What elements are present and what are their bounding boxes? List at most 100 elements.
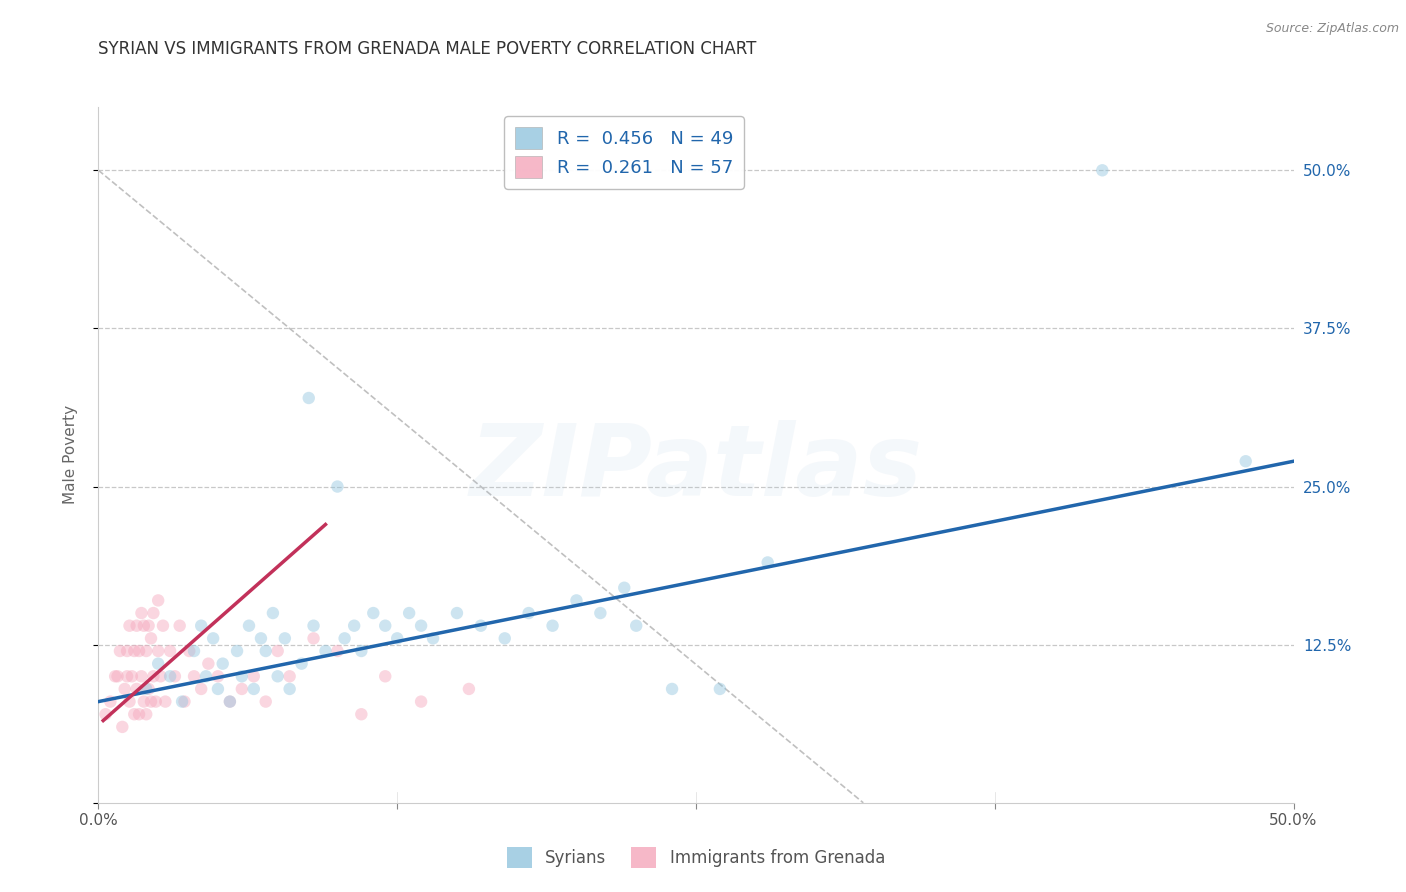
Point xyxy=(155,695,177,709)
Point xyxy=(115,644,138,658)
Point xyxy=(211,657,233,671)
Point xyxy=(148,657,170,671)
Point xyxy=(145,695,167,709)
Point xyxy=(132,695,155,709)
Point xyxy=(274,632,297,646)
Point xyxy=(231,681,253,696)
Point xyxy=(98,695,122,709)
Text: Source: ZipAtlas.com: Source: ZipAtlas.com xyxy=(1265,22,1399,36)
Y-axis label: Male Poverty: Male Poverty xyxy=(63,405,77,505)
Point xyxy=(298,391,321,405)
Point xyxy=(125,618,148,632)
Point xyxy=(219,695,242,709)
Point xyxy=(422,632,444,646)
Point xyxy=(152,618,174,632)
Point xyxy=(183,644,205,658)
Point xyxy=(661,681,683,696)
Point xyxy=(197,657,219,671)
Point xyxy=(142,606,165,620)
Point xyxy=(267,644,290,658)
Point xyxy=(148,593,170,607)
Point xyxy=(243,669,266,683)
Point xyxy=(148,644,170,658)
Point xyxy=(163,669,186,683)
Point xyxy=(374,669,396,683)
Point xyxy=(709,681,731,696)
Point xyxy=(589,606,612,620)
Point xyxy=(756,556,779,570)
Point xyxy=(613,581,636,595)
Point xyxy=(107,669,129,683)
Point xyxy=(262,606,284,620)
Point xyxy=(267,669,290,683)
Point xyxy=(411,618,433,632)
Point xyxy=(343,618,366,632)
Point xyxy=(302,632,325,646)
Point xyxy=(254,695,277,709)
Point xyxy=(458,681,481,696)
Point xyxy=(385,632,409,646)
Point xyxy=(219,695,242,709)
Point xyxy=(149,669,172,683)
Point xyxy=(231,669,253,683)
Point xyxy=(190,618,212,632)
Point xyxy=(326,479,349,493)
Point xyxy=(333,632,356,646)
Point xyxy=(363,606,385,620)
Point xyxy=(173,695,195,709)
Point xyxy=(470,618,492,632)
Point xyxy=(326,644,349,658)
Point xyxy=(159,644,181,658)
Point xyxy=(541,618,564,632)
Point xyxy=(302,618,325,632)
Point xyxy=(135,707,157,722)
Point xyxy=(202,632,225,646)
Point xyxy=(169,618,191,632)
Point xyxy=(626,618,648,632)
Point xyxy=(138,681,160,696)
Point xyxy=(128,707,150,722)
Point xyxy=(565,593,588,607)
Point xyxy=(131,669,153,683)
Point xyxy=(179,644,201,658)
Text: ZIPatlas: ZIPatlas xyxy=(470,420,922,517)
Point xyxy=(132,618,155,632)
Text: SYRIAN VS IMMIGRANTS FROM GRENADA MALE POVERTY CORRELATION CHART: SYRIAN VS IMMIGRANTS FROM GRENADA MALE P… xyxy=(98,40,756,58)
Point xyxy=(118,618,141,632)
Point xyxy=(138,618,160,632)
Point xyxy=(291,657,314,671)
Point xyxy=(172,695,194,709)
Point xyxy=(494,632,516,646)
Point xyxy=(194,669,218,683)
Point xyxy=(374,618,396,632)
Point xyxy=(142,669,165,683)
Point xyxy=(207,669,229,683)
Point xyxy=(398,606,420,620)
Point xyxy=(278,669,301,683)
Point xyxy=(94,707,117,722)
Point xyxy=(125,681,148,696)
Point xyxy=(114,681,136,696)
Point xyxy=(135,681,157,696)
Point xyxy=(183,669,205,683)
Point xyxy=(115,669,138,683)
Point xyxy=(207,681,229,696)
Point xyxy=(243,681,266,696)
Point xyxy=(315,644,337,658)
Point xyxy=(131,606,153,620)
Point xyxy=(118,695,141,709)
Point xyxy=(159,669,181,683)
Point xyxy=(517,606,540,620)
Point xyxy=(254,644,277,658)
Point xyxy=(446,606,468,620)
Point xyxy=(1091,163,1114,178)
Point xyxy=(128,644,150,658)
Point xyxy=(108,644,131,658)
Point xyxy=(350,707,373,722)
Point xyxy=(411,695,433,709)
Point xyxy=(124,644,146,658)
Legend: Syrians, Immigrants from Grenada: Syrians, Immigrants from Grenada xyxy=(501,841,891,874)
Point xyxy=(124,707,146,722)
Point xyxy=(226,644,249,658)
Point xyxy=(121,669,143,683)
